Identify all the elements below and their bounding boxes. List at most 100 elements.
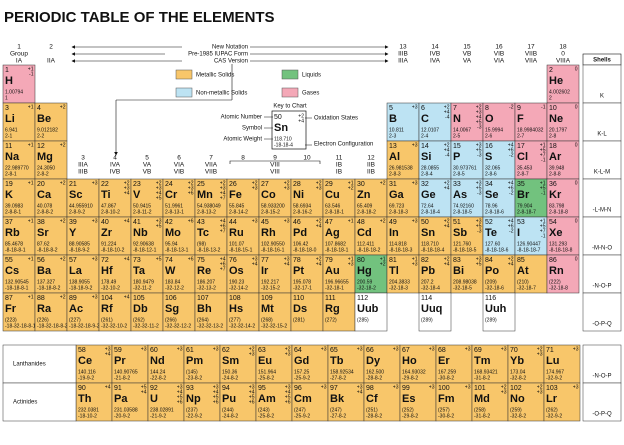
notation-label: New Notation [212, 45, 248, 51]
electron-config: -8-18-18-2 [357, 247, 381, 253]
oxidation-state: -2 [509, 190, 514, 196]
element-cell [322, 254, 356, 294]
oxidation-state: +6 [220, 223, 226, 229]
oxidation-state: -2 [509, 104, 514, 110]
atomic-number: 74 [165, 257, 173, 264]
symbol: Kr [549, 189, 562, 201]
oxidation-state: +2 [316, 256, 322, 262]
oxidation-state: +3 [412, 218, 418, 224]
oxidation-state: +1 [28, 104, 34, 110]
element-cell [543, 344, 581, 384]
atomic-weight: 39.0983 [5, 203, 23, 209]
atomic-weight: (222) [549, 279, 561, 285]
element-cell [482, 102, 516, 142]
atomic-weight: 4.002602 [549, 89, 570, 95]
oxidation-state: +3 [465, 384, 471, 390]
group-number: 13 [399, 44, 407, 51]
atomic-number: 26 [229, 181, 237, 188]
symbol: Na [5, 151, 20, 163]
symbol: Mt [261, 303, 274, 315]
element-cell [291, 344, 329, 384]
symbol: Zn [357, 189, 371, 201]
symbol: H [5, 75, 13, 87]
symbol: Au [325, 265, 340, 277]
electron-config: -32-14-2 [229, 285, 248, 291]
symbol: Ca [37, 189, 52, 201]
symbol: Se [485, 189, 498, 201]
atomic-number: 32 [421, 181, 429, 188]
atomic-weight: 232.0381 [78, 407, 99, 413]
electron-config: -29-8-2 [402, 413, 418, 419]
atomic-weight: (289) [421, 317, 433, 323]
electron-config: 2-5 [453, 133, 460, 139]
atomic-number: 52 [485, 219, 493, 226]
symbol: Lu [546, 355, 559, 367]
atomic-number: 80 [357, 257, 365, 264]
oxidation-state: +4 [508, 142, 514, 148]
element-cell [98, 292, 132, 332]
atomic-weight: 121.760 [453, 241, 471, 247]
symbol: Rn [549, 265, 564, 277]
element-cell [450, 178, 484, 218]
atomic-weight: (272) [325, 317, 337, 323]
atomic-weight: 131.293 [549, 241, 567, 247]
atomic-weight: 164.93032 [402, 369, 426, 375]
element-cell [75, 344, 113, 384]
electron-config: -8-18-12-1 [133, 247, 157, 253]
oxidation-state: +3 [412, 104, 418, 110]
element-cell [546, 140, 580, 180]
key-label: Atomic Weight [223, 137, 262, 143]
atomic-number: 81 [389, 257, 397, 264]
group-old: IVB [430, 51, 440, 58]
electron-config: -32-18-8 [549, 285, 568, 291]
oxidation-state: +5 [476, 223, 482, 229]
symbol: Tm [474, 355, 491, 367]
oxidation-state: +3 [252, 185, 258, 191]
symbol: Te [485, 227, 497, 239]
element-cell [546, 178, 580, 218]
atomic-weight: 22.989770 [5, 165, 29, 171]
electron-config: 2-8-2 [37, 171, 49, 177]
electron-config: -32-18-2 [357, 285, 376, 291]
oxidation-state: +5 [540, 147, 546, 153]
atomic-weight: 9.012182 [37, 127, 58, 133]
oxidation-state: +4 [316, 261, 322, 267]
atomic-number: 67 [402, 347, 410, 354]
oxidation-state: +4 [141, 389, 147, 395]
element-cell [255, 382, 293, 422]
element-cell [418, 102, 452, 142]
atomic-number: 68 [438, 347, 446, 354]
oxidation-state: +3 [92, 218, 98, 224]
symbol: Hg [357, 265, 372, 277]
oxidation-state: +2 [444, 256, 450, 262]
electron-config: -8-18-8-1 [5, 247, 26, 253]
atomic-weight: 190.23 [229, 279, 245, 285]
atomic-weight: (252) [402, 407, 414, 413]
atomic-number: 30 [357, 181, 365, 188]
symbol: Cm [294, 393, 312, 405]
element-cell [327, 344, 365, 384]
element-cell [66, 292, 100, 332]
atomic-weight: 15.9994 [485, 127, 503, 133]
electron-config: -8-18-15-1 [229, 247, 253, 253]
atomic-number: 83 [453, 257, 461, 264]
symbol: Pr [114, 355, 126, 367]
element-cell [450, 102, 484, 142]
symbol: He [549, 75, 563, 87]
atomic-weight: 91.224 [101, 241, 117, 247]
group-number: 6 [177, 155, 181, 162]
symbol: In [389, 227, 399, 239]
electron-config: -32-18-3 [389, 285, 408, 291]
symbol: Br [517, 189, 530, 201]
atomic-weight: 231.03588 [114, 407, 138, 413]
oxidation-state: +3 [92, 294, 98, 300]
symbol: Mn [197, 189, 213, 201]
electron-config: -25-8-2 [258, 375, 274, 381]
element-cell [130, 254, 164, 294]
group-old: VIA [174, 162, 185, 169]
atomic-weight: (262) [133, 317, 145, 323]
symbol: As [453, 189, 467, 201]
oxidation-state: +3 [321, 346, 327, 352]
element-cell [399, 382, 437, 422]
symbol: Pa [114, 393, 128, 405]
